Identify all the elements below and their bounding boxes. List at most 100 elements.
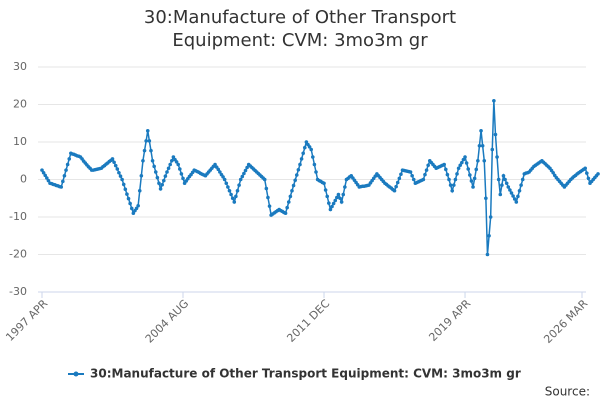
point bbox=[40, 168, 44, 172]
point bbox=[585, 171, 589, 175]
point bbox=[134, 206, 139, 211]
point bbox=[237, 183, 241, 187]
point bbox=[331, 201, 336, 206]
point bbox=[325, 194, 330, 199]
point bbox=[230, 196, 235, 201]
x-tick-label: 2004 AUG bbox=[143, 297, 192, 346]
point bbox=[286, 200, 291, 204]
point bbox=[496, 177, 501, 182]
point bbox=[506, 185, 511, 189]
point bbox=[298, 162, 302, 167]
point bbox=[234, 194, 238, 199]
point bbox=[224, 181, 229, 186]
point bbox=[411, 177, 416, 182]
point bbox=[178, 167, 182, 171]
point bbox=[174, 160, 179, 164]
point bbox=[338, 196, 342, 201]
point bbox=[218, 170, 222, 174]
point bbox=[110, 157, 115, 161]
point bbox=[113, 163, 118, 168]
point bbox=[41, 170, 46, 175]
point bbox=[484, 196, 488, 201]
point bbox=[291, 183, 296, 188]
point bbox=[456, 166, 461, 171]
legend-label: 30:Manufacture of Other Transport Equipm… bbox=[90, 367, 521, 381]
y-tick-label: -10 bbox=[9, 210, 27, 223]
point bbox=[43, 173, 48, 178]
point bbox=[227, 188, 232, 193]
point bbox=[445, 172, 450, 177]
point bbox=[285, 205, 289, 210]
point bbox=[245, 165, 249, 170]
point bbox=[482, 158, 487, 163]
point bbox=[235, 188, 240, 193]
point bbox=[480, 143, 485, 148]
point bbox=[471, 185, 475, 189]
point bbox=[302, 145, 307, 150]
point bbox=[152, 164, 156, 169]
point bbox=[322, 181, 326, 186]
point bbox=[126, 196, 131, 201]
point bbox=[392, 188, 397, 193]
point bbox=[141, 158, 145, 163]
point bbox=[343, 185, 347, 189]
point bbox=[238, 177, 243, 182]
point bbox=[323, 188, 328, 192]
point bbox=[455, 172, 459, 176]
point bbox=[229, 192, 233, 197]
point bbox=[514, 200, 519, 204]
point bbox=[120, 177, 124, 182]
point bbox=[293, 178, 297, 183]
point bbox=[296, 167, 301, 172]
point bbox=[262, 177, 267, 182]
point bbox=[395, 180, 400, 185]
point bbox=[472, 176, 477, 181]
point bbox=[339, 200, 344, 204]
point bbox=[266, 195, 270, 200]
point bbox=[181, 176, 185, 181]
y-tick-label: 20 bbox=[13, 98, 27, 111]
point bbox=[226, 185, 230, 189]
point bbox=[511, 194, 515, 198]
legend-marker bbox=[73, 371, 79, 377]
point bbox=[304, 140, 309, 144]
point bbox=[157, 181, 161, 186]
point bbox=[423, 172, 427, 177]
point bbox=[213, 162, 217, 167]
point bbox=[583, 166, 588, 171]
point bbox=[424, 168, 429, 172]
point bbox=[442, 162, 446, 167]
point bbox=[123, 187, 128, 192]
point bbox=[488, 215, 493, 219]
point bbox=[65, 162, 70, 167]
point bbox=[477, 143, 482, 148]
point bbox=[67, 157, 72, 161]
point bbox=[466, 167, 471, 171]
point bbox=[144, 139, 148, 143]
point bbox=[216, 167, 221, 172]
point bbox=[492, 98, 496, 103]
point bbox=[129, 206, 134, 211]
y-tick-label: 0 bbox=[20, 173, 27, 186]
point bbox=[45, 176, 49, 180]
point bbox=[155, 175, 160, 180]
point bbox=[476, 158, 480, 163]
point bbox=[517, 188, 522, 193]
point bbox=[495, 155, 499, 159]
point bbox=[586, 176, 591, 181]
point bbox=[222, 177, 227, 182]
point bbox=[169, 158, 174, 163]
point bbox=[453, 177, 458, 182]
point bbox=[221, 175, 225, 179]
point bbox=[168, 162, 172, 167]
y-tick-label: -30 bbox=[9, 285, 27, 298]
point bbox=[508, 188, 512, 192]
point bbox=[149, 148, 153, 153]
point bbox=[452, 183, 456, 187]
point bbox=[163, 174, 168, 178]
point bbox=[463, 155, 467, 159]
point bbox=[290, 188, 294, 193]
point bbox=[397, 176, 402, 181]
point bbox=[512, 197, 517, 201]
point bbox=[112, 160, 116, 165]
